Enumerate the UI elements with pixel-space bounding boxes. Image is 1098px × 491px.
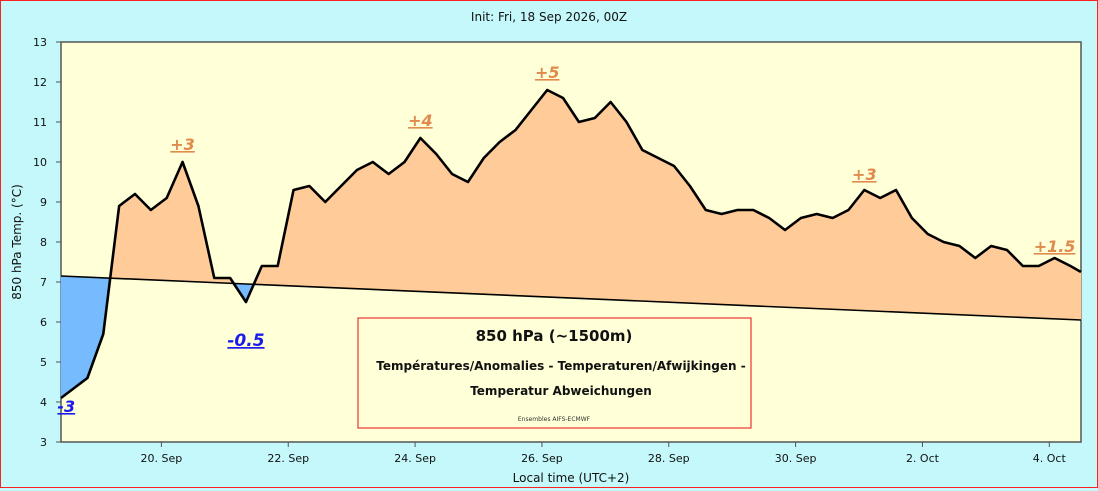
anomaly-label: +3: [852, 165, 877, 184]
legend-credit: Ensembles AIFS-ECMWF: [518, 416, 591, 423]
y-tick-label: 11: [33, 116, 47, 129]
y-tick-label: 10: [33, 156, 47, 169]
legend-line-1: Températures/Anomalies - Temperaturen/Af…: [376, 359, 746, 373]
warm-anomaly-fill: [388, 161, 405, 292]
x-tick-label: 2. Oct: [906, 452, 940, 465]
warm-anomaly-fill: [816, 213, 833, 310]
cold-anomaly-fill: [60, 275, 75, 399]
warm-anomaly-fill: [340, 169, 358, 290]
warm-anomaly-fill: [943, 241, 960, 316]
warm-anomaly-fill: [1070, 265, 1082, 321]
warm-anomaly-fill: [150, 197, 167, 281]
climatology-line: [60, 275, 1082, 321]
warm-anomaly-fill: [705, 209, 722, 305]
x-tick-label: 30. Sep: [775, 452, 817, 465]
warm-anomaly-fill: [626, 120, 643, 302]
anomaly-label: -0.5: [227, 331, 264, 351]
y-tick-label: 7: [40, 276, 47, 289]
warm-anomaly-fill: [546, 89, 564, 298]
x-tick-label: 20. Sep: [141, 452, 183, 465]
warm-anomaly-fill: [515, 109, 532, 297]
anomaly-label: +3: [170, 135, 195, 154]
warm-anomaly-fill: [118, 193, 136, 280]
warm-anomaly-fill: [721, 209, 738, 306]
warm-anomaly-fill: [784, 217, 802, 309]
warm-anomaly-fill: [578, 117, 596, 300]
x-tick-label: 4. Oct: [1033, 452, 1067, 465]
y-tick-label: 5: [40, 356, 47, 369]
cold-anomaly-fill: [73, 276, 88, 389]
warm-anomaly-fill: [642, 149, 659, 303]
warm-anomaly-fill: [800, 213, 818, 309]
warm-anomaly-fill: [864, 189, 881, 312]
warm-anomaly-fill: [356, 161, 374, 290]
warm-anomaly-fill: [737, 209, 754, 307]
warm-anomaly-fill: [404, 137, 421, 292]
anomaly-label: -3: [57, 397, 75, 416]
legend-box: 850 hPa (~1500m) Températures/Anomalies …: [357, 317, 752, 429]
y-tick-label: 8: [40, 236, 47, 249]
legend-title: 850 hPa (~1500m): [476, 327, 633, 345]
warm-anomaly-fill: [879, 189, 897, 313]
y-tick-label: 9: [40, 196, 47, 209]
warm-anomaly-fill: [753, 209, 770, 307]
legend-line-2: Temperatur Abweichungen: [470, 384, 652, 398]
warm-anomaly-fill: [673, 165, 691, 304]
anomaly-label: +4: [408, 111, 433, 130]
warm-anomaly-fill: [499, 129, 516, 296]
warm-anomaly-fill: [293, 185, 310, 288]
warm-anomaly-fill: [1038, 257, 1055, 320]
warm-anomaly-fill: [832, 209, 849, 311]
warm-anomaly-fill: [610, 101, 627, 301]
anomaly-label: +1.5: [1034, 237, 1076, 256]
warm-anomaly-fill: [927, 233, 944, 315]
chart-title: Init: Fri, 18 Sep 2026, 00Z: [471, 10, 627, 24]
x-tick-label: 26. Sep: [521, 452, 563, 465]
warm-anomaly-fill: [531, 89, 548, 298]
warm-anomaly-fill: [1054, 257, 1071, 320]
warm-anomaly-fill: [594, 101, 611, 301]
warm-anomaly-fill: [657, 157, 675, 303]
y-tick-label: 12: [33, 76, 47, 89]
warm-anomaly-fill: [435, 153, 453, 294]
y-tick-label: 3: [40, 436, 47, 449]
warm-anomaly-fill: [372, 161, 389, 291]
temperature-line: [60, 88, 1082, 400]
y-axis-label: 850 hPa Temp. (°C): [10, 184, 24, 300]
warm-anomaly-fill: [483, 141, 500, 296]
x-tick-label: 24. Sep: [394, 452, 436, 465]
y-tick-label: 13: [33, 36, 47, 49]
warm-anomaly-fill: [420, 137, 437, 293]
anomaly-label: +5: [535, 63, 560, 82]
warm-anomaly-fill: [1022, 265, 1040, 319]
legend-box-border: [357, 317, 752, 429]
warm-anomaly-fill: [451, 173, 469, 294]
y-tick-label: 6: [40, 316, 47, 329]
warm-anomaly-fill: [562, 97, 580, 299]
x-tick-label: 22. Sep: [267, 452, 309, 465]
warm-anomaly-fill: [768, 217, 786, 308]
x-axis-label: Local time (UTC+2): [513, 471, 630, 485]
x-tick-label: 28. Sep: [648, 452, 690, 465]
warm-anomaly-fill: [261, 265, 278, 286]
y-tick-label: 4: [40, 396, 47, 409]
warm-anomaly-fill: [990, 245, 1008, 318]
